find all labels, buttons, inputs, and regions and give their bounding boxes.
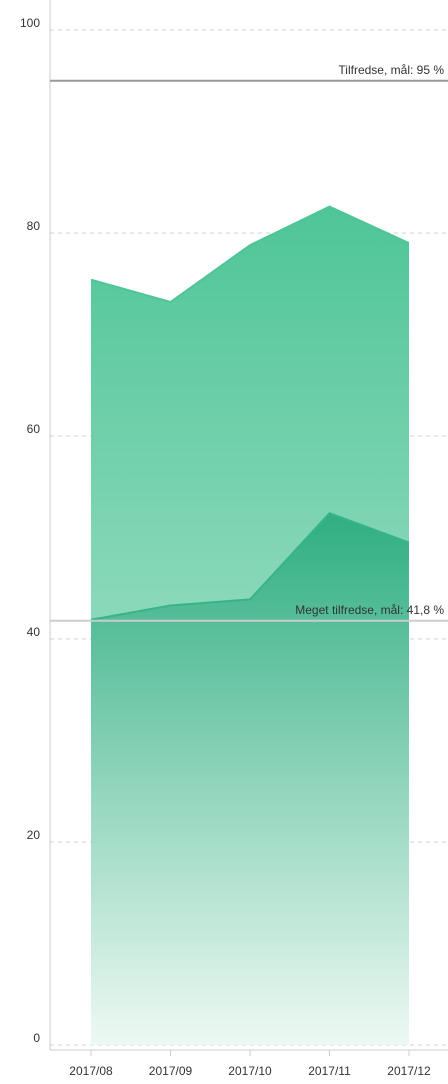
reference-label: Meget tilfredse, mål: 41,8 % bbox=[295, 603, 444, 617]
y-tick-label: 100 bbox=[20, 16, 40, 30]
x-tick-label: 2017/10 bbox=[228, 1064, 272, 1078]
y-tick-label: 60 bbox=[27, 422, 41, 436]
reference-label: Tilfredse, mål: 95 % bbox=[338, 63, 444, 77]
y-tick-label: 0 bbox=[33, 1031, 40, 1045]
y-tick-label: 20 bbox=[27, 828, 41, 842]
area bbox=[91, 513, 409, 1045]
x-tick-label: 2017/11 bbox=[308, 1064, 351, 1078]
x-tick-label: 2017/09 bbox=[149, 1064, 193, 1078]
x-tick-label: 2017/08 bbox=[69, 1064, 113, 1078]
area-line bbox=[90, 511, 410, 621]
x-tick-label: 2017/12 bbox=[387, 1064, 431, 1078]
area-line bbox=[90, 205, 410, 304]
y-tick-label: 40 bbox=[27, 625, 41, 639]
y-tick-label: 80 bbox=[27, 219, 41, 233]
